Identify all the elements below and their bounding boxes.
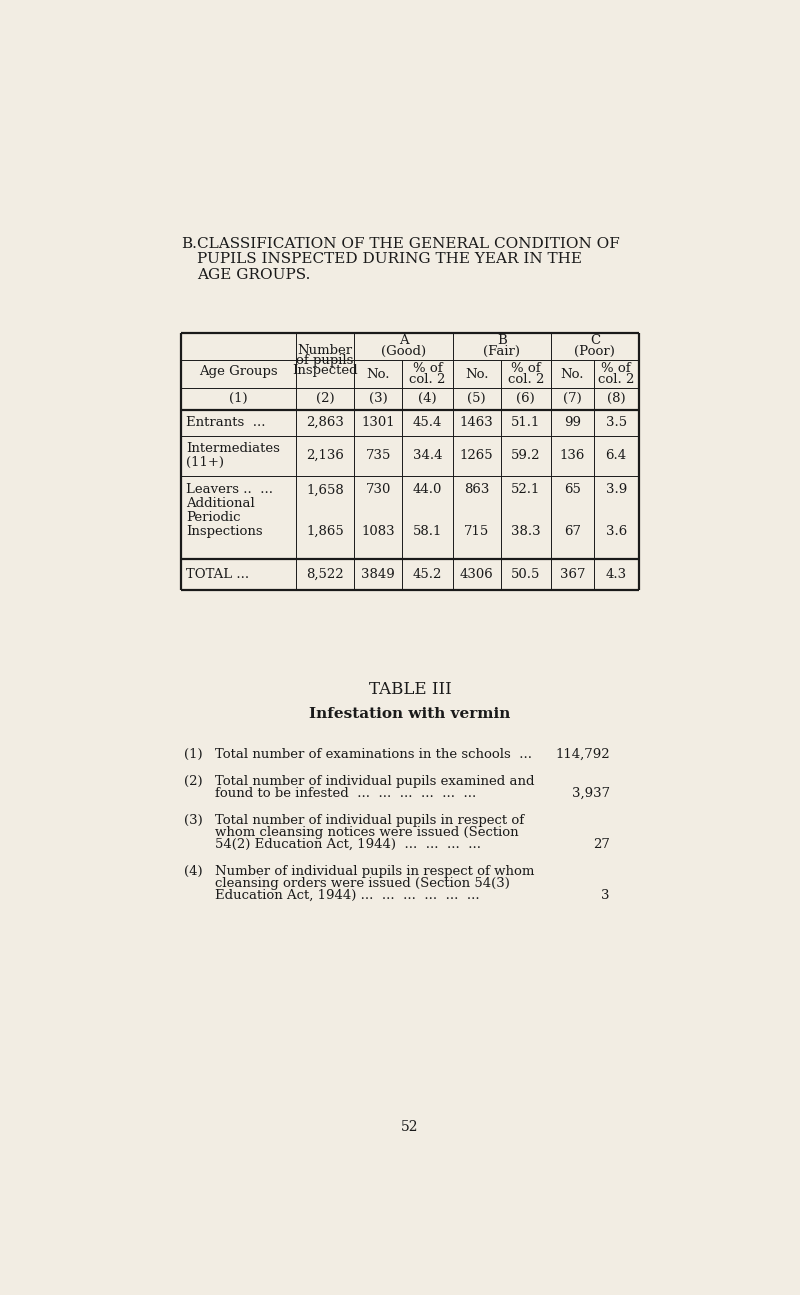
Text: of pupils: of pupils	[297, 354, 354, 366]
Text: (2): (2)	[184, 774, 202, 787]
Text: 1083: 1083	[362, 524, 395, 537]
Text: A: A	[398, 334, 408, 347]
Text: Total number of individual pupils examined and: Total number of individual pupils examin…	[214, 774, 534, 787]
Text: 715: 715	[464, 524, 490, 537]
Text: (3): (3)	[184, 815, 202, 828]
Text: 59.2: 59.2	[511, 449, 541, 462]
Text: 1,658: 1,658	[306, 483, 344, 496]
Text: (Good): (Good)	[381, 346, 426, 359]
Text: 65: 65	[564, 483, 581, 496]
Text: 34.4: 34.4	[413, 449, 442, 462]
Text: PUPILS INSPECTED DURING THE YEAR IN THE: PUPILS INSPECTED DURING THE YEAR IN THE	[197, 253, 582, 267]
Text: 3.9: 3.9	[606, 483, 626, 496]
Text: (4): (4)	[418, 392, 437, 405]
Text: (1): (1)	[184, 747, 202, 760]
Text: (6): (6)	[517, 392, 535, 405]
Text: 44.0: 44.0	[413, 483, 442, 496]
Text: 52: 52	[402, 1120, 418, 1134]
Text: Inspections: Inspections	[186, 524, 262, 537]
Text: cleansing orders were issued (Section 54(3): cleansing orders were issued (Section 54…	[214, 877, 510, 890]
Text: 863: 863	[464, 483, 490, 496]
Text: (4): (4)	[184, 865, 202, 878]
Text: Education Act, 1944) ...  ...  ...  ...  ...  ...: Education Act, 1944) ... ... ... ... ...…	[214, 890, 479, 903]
Text: Number of individual pupils in respect of whom: Number of individual pupils in respect o…	[214, 865, 534, 878]
Text: 99: 99	[564, 416, 581, 429]
Text: 4306: 4306	[460, 567, 494, 580]
Text: 58.1: 58.1	[413, 524, 442, 537]
Text: 2,863: 2,863	[306, 416, 344, 429]
Text: 1,865: 1,865	[306, 524, 344, 537]
Text: 67: 67	[564, 524, 581, 537]
Text: 3,937: 3,937	[572, 787, 610, 800]
Text: Total number of examinations in the schools  ...: Total number of examinations in the scho…	[214, 747, 532, 760]
Text: (Poor): (Poor)	[574, 346, 615, 359]
Text: No.: No.	[465, 368, 488, 381]
Text: 52.1: 52.1	[511, 483, 541, 496]
Text: 730: 730	[366, 483, 391, 496]
Text: Inspected: Inspected	[292, 364, 358, 377]
Text: 6.4: 6.4	[606, 449, 626, 462]
Text: Total number of individual pupils in respect of: Total number of individual pupils in res…	[214, 815, 524, 828]
Text: 27: 27	[593, 838, 610, 851]
Text: col. 2: col. 2	[508, 373, 544, 386]
Text: C: C	[590, 334, 600, 347]
Text: 50.5: 50.5	[511, 567, 541, 580]
Text: No.: No.	[561, 368, 584, 381]
Text: 367: 367	[560, 567, 585, 580]
Text: col. 2: col. 2	[410, 373, 446, 386]
Text: (2): (2)	[316, 392, 334, 405]
Text: (3): (3)	[369, 392, 388, 405]
Text: (11+): (11+)	[186, 456, 224, 469]
Text: TABLE III: TABLE III	[369, 681, 451, 698]
Text: 3.6: 3.6	[606, 524, 626, 537]
Text: 3.5: 3.5	[606, 416, 626, 429]
Text: Leavers ..  ...: Leavers .. ...	[186, 483, 273, 496]
Text: (8): (8)	[607, 392, 626, 405]
Text: Age Groups: Age Groups	[199, 364, 278, 378]
Text: % of: % of	[511, 363, 541, 376]
Text: 54(2) Education Act, 1944)  ...  ...  ...  ...: 54(2) Education Act, 1944) ... ... ... .…	[214, 838, 481, 851]
Text: 4.3: 4.3	[606, 567, 626, 580]
Text: % of: % of	[413, 363, 442, 376]
Text: 1463: 1463	[460, 416, 494, 429]
Text: 3849: 3849	[362, 567, 395, 580]
Text: B.: B.	[182, 237, 198, 251]
Text: (1): (1)	[230, 392, 248, 405]
Text: (7): (7)	[563, 392, 582, 405]
Text: Additional: Additional	[186, 497, 254, 510]
Text: AGE GROUPS.: AGE GROUPS.	[197, 268, 310, 282]
Text: 45.2: 45.2	[413, 567, 442, 580]
Text: Entrants  ...: Entrants ...	[186, 416, 266, 429]
Text: Intermediates: Intermediates	[186, 443, 280, 456]
Text: (5): (5)	[467, 392, 486, 405]
Text: 8,522: 8,522	[306, 567, 344, 580]
Text: % of: % of	[602, 363, 631, 376]
Text: 3: 3	[602, 890, 610, 903]
Text: Periodic: Periodic	[186, 512, 241, 524]
Text: No.: No.	[366, 368, 390, 381]
Text: Infestation with vermin: Infestation with vermin	[310, 707, 510, 721]
Text: found to be infested  ...  ...  ...  ...  ...  ...: found to be infested ... ... ... ... ...…	[214, 787, 476, 800]
Text: 114,792: 114,792	[555, 747, 610, 760]
Text: TOTAL ...: TOTAL ...	[186, 567, 249, 580]
Text: whom cleansing notices were issued (Section: whom cleansing notices were issued (Sect…	[214, 826, 518, 839]
Text: Number: Number	[298, 343, 353, 356]
Text: 2,136: 2,136	[306, 449, 344, 462]
Text: CLASSIFICATION OF THE GENERAL CONDITION OF: CLASSIFICATION OF THE GENERAL CONDITION …	[197, 237, 620, 251]
Text: 735: 735	[366, 449, 391, 462]
Text: 51.1: 51.1	[511, 416, 541, 429]
Text: (Fair): (Fair)	[483, 346, 520, 359]
Text: 1265: 1265	[460, 449, 494, 462]
Text: col. 2: col. 2	[598, 373, 634, 386]
Text: 136: 136	[560, 449, 585, 462]
Text: 1301: 1301	[362, 416, 395, 429]
Text: 45.4: 45.4	[413, 416, 442, 429]
Text: 38.3: 38.3	[511, 524, 541, 537]
Text: B: B	[497, 334, 506, 347]
